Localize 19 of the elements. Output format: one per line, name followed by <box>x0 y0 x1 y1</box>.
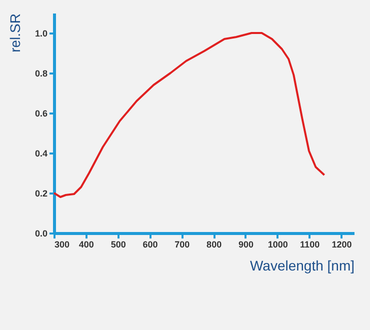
y-tick-label: 0.0 <box>34 228 48 238</box>
y-axis-title: rel.SR <box>6 14 23 52</box>
y-tick-label: 0.2 <box>34 188 48 198</box>
x-tick-label: 800 <box>206 240 222 250</box>
line-series <box>53 32 326 198</box>
y-tick-label: 1.0 <box>34 28 48 38</box>
y-tick-label: 0.4 <box>34 148 48 158</box>
x-tick-label: 700 <box>174 240 190 250</box>
y-tick-label: 0.8 <box>34 68 48 78</box>
x-tick-label: 1100 <box>300 240 320 250</box>
x-tick-label: 600 <box>142 240 158 250</box>
x-tick-label: 300 <box>54 240 70 250</box>
x-tick-label: 500 <box>110 240 126 250</box>
x-tick-label: 1000 <box>268 240 288 250</box>
x-tick-label: 400 <box>78 240 94 250</box>
x-tick-label: 1200 <box>332 240 352 250</box>
x-axis-title: Wavelength [nm] <box>250 258 354 274</box>
x-tick-label: 900 <box>238 240 254 250</box>
y-tick-label: 0.6 <box>34 108 48 118</box>
